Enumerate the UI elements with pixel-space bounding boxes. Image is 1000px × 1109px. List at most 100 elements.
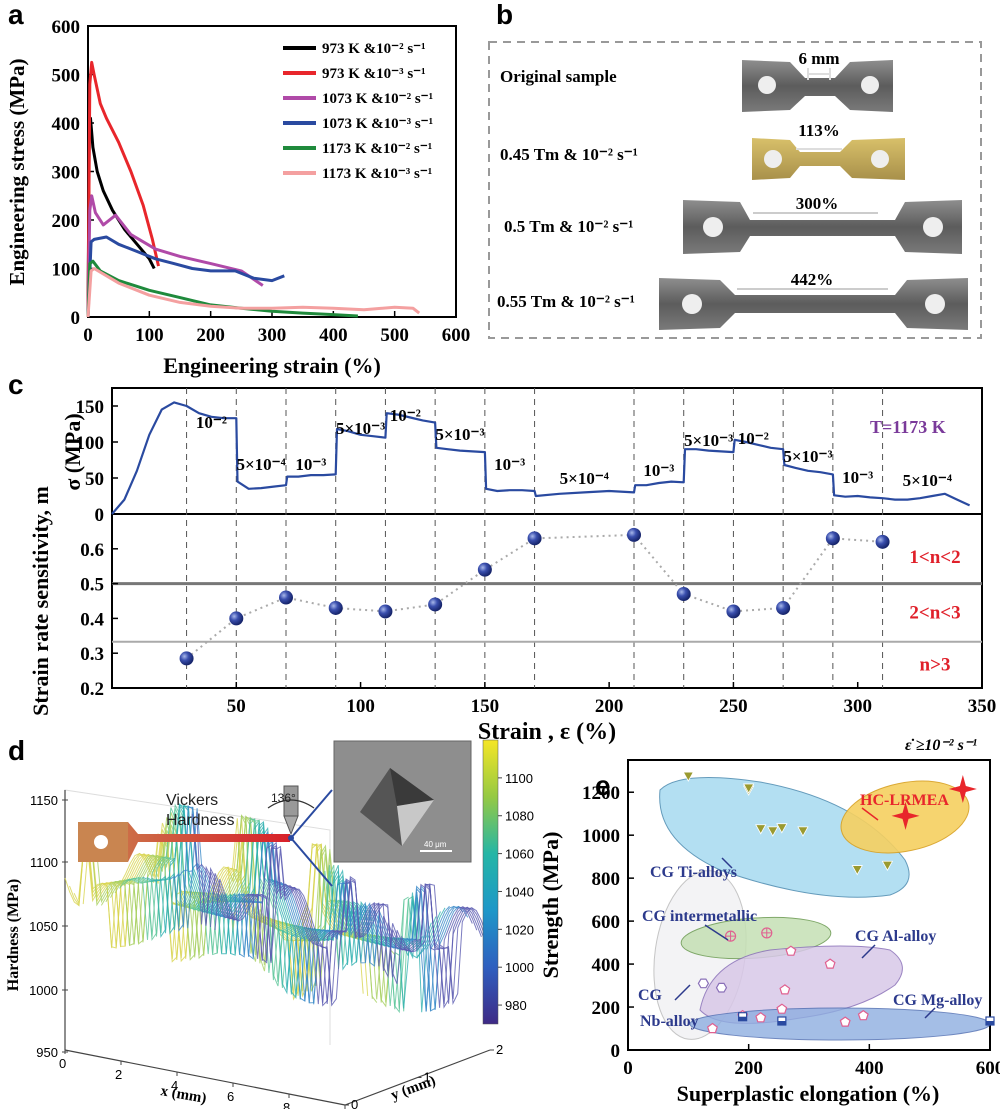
panel-a-series-5 <box>86 259 358 318</box>
sample-value-4: 442% <box>791 270 834 289</box>
m-value-point <box>825 531 840 546</box>
panel-c-top-ytick-label: 150 <box>76 397 105 418</box>
surface-mesh-line <box>151 803 432 995</box>
panel-label-d: d <box>8 735 25 766</box>
panel-a-legend-label: 1073 K &10⁻² s⁻¹ <box>322 91 433 107</box>
strain-rate-label: 5×10⁻³ <box>684 431 733 450</box>
panel-c-xtick-label: 50 <box>227 696 246 717</box>
panel-a-xtick-label: 600 <box>442 325 471 346</box>
colorbar <box>482 739 499 1025</box>
hc-lrmea-point <box>891 801 920 830</box>
stress-exponent-region-label: 2<n<3 <box>909 602 960 623</box>
panel-a-ytick-label: 400 <box>52 114 81 135</box>
panel-a-legend-label: 1073 K &10⁻³ s⁻¹ <box>322 116 433 132</box>
temperature-annotation: T=1173 K <box>870 417 946 437</box>
panel-a-ytick-label: 200 <box>52 211 81 232</box>
panel-label-b: b <box>496 0 513 30</box>
al-alloy-point <box>839 1016 851 1027</box>
strain-rate-label: 10⁻² <box>196 413 227 432</box>
mg-alloy-label: CG Mg-alloy <box>893 992 982 1009</box>
strain-rate-label: 5×10⁻⁴ <box>237 455 286 474</box>
panel-a-ytick-label: 500 <box>52 66 81 87</box>
m-value-point <box>527 531 542 546</box>
panel-e-ylabel: Strength (MPa) <box>538 832 563 979</box>
panel-e-ytick-label: 200 <box>592 998 621 1019</box>
panel-e-ytick-label: 1200 <box>582 783 620 804</box>
hc-lrmea-point <box>948 775 977 803</box>
stress-curve <box>111 401 971 515</box>
surface-mesh-line <box>142 804 423 1009</box>
strain-rate-label: 10⁻³ <box>643 461 674 480</box>
panel-c-bottom-ytick-label: 0.6 <box>80 540 104 561</box>
al-alloy-point <box>857 1009 869 1021</box>
hc-lrmea-pointer <box>861 807 879 821</box>
panel-d-ztick-label: 1100 <box>30 855 58 870</box>
surface-mesh-line <box>182 836 464 1012</box>
panel-d-chart: 95010001050110011500246810012 Vickers Ha… <box>5 739 534 1109</box>
colorbar-tick-label: 1100 <box>505 771 533 786</box>
panel-c-xtick-label: 150 <box>471 696 500 717</box>
m-value-point <box>179 651 194 666</box>
panel-a-xlabel: Engineering strain (%) <box>163 353 381 378</box>
strain-rate-label: 10⁻² <box>390 406 421 425</box>
ti-alloys-label: CG Ti-alloys <box>650 864 737 881</box>
region-ellipses <box>653 777 991 1041</box>
panel-c-xlabel: Strain , ε (%) <box>478 719 616 745</box>
nb-alloy-label-line1: CG <box>638 987 663 1004</box>
panel-a-xtick-label: 500 <box>380 325 409 346</box>
surface-mesh-line <box>200 845 482 1009</box>
mg-alloy-point-fill <box>986 1021 994 1025</box>
panel-a-xtick-label: 100 <box>135 325 164 346</box>
panel-d-xtick-label: 2 <box>115 1067 122 1082</box>
sample-442-image <box>659 278 968 330</box>
m-value-connector <box>185 533 883 660</box>
panel-c-xtick-label: 350 <box>968 696 997 717</box>
sample-row-label-1: Original sample <box>500 67 617 86</box>
panel-d-ztick-label: 1050 <box>29 919 58 934</box>
nb-alloy-point <box>697 978 710 989</box>
scale-bar-label: 40 μm <box>424 840 447 849</box>
panel-c-xtick-label: 250 <box>719 696 748 717</box>
hc-lrmea-label: HC-LRMEA <box>860 792 949 809</box>
ti-alloy-point <box>682 771 695 782</box>
panel-c-bottom-ytick-label: 0.4 <box>80 609 104 630</box>
intermetallic-label: CG intermetallic <box>642 908 757 925</box>
colorbar-tick-label: 1060 <box>505 847 534 862</box>
al-alloy-point <box>779 984 791 995</box>
panel-e-xtick-label: 600 <box>976 1058 1000 1079</box>
surface-mesh-line <box>91 814 373 1000</box>
panel-a-ytick-label: 100 <box>52 260 81 281</box>
panel-c-xtick-label: 200 <box>595 696 624 717</box>
ti-alloy-point <box>851 865 863 876</box>
intermetallic-point-cross <box>761 927 772 938</box>
panel-d-xtick-label: 0 <box>59 1056 66 1071</box>
sample-300-image <box>683 200 962 254</box>
nb-alloy-pointer <box>674 984 691 1001</box>
panel-c-top-ytick-label: 0 <box>95 505 105 526</box>
vickers-label-line2: Hardness <box>166 812 234 829</box>
panel-d-xlabel: x (mm) <box>159 1083 207 1107</box>
panel-c-bottom-frame <box>111 513 983 689</box>
panel-a-legend-label: 1173 K &10⁻² s⁻¹ <box>322 141 432 157</box>
m-value-point <box>477 562 492 577</box>
m-value-point <box>378 604 393 619</box>
intermetallic-pointer <box>704 924 729 941</box>
m-value-point <box>428 597 443 612</box>
panel-c-xtick-label: 300 <box>843 696 872 717</box>
al-alloy-point <box>755 1012 767 1023</box>
colorbar-tick-label: 1020 <box>505 922 534 937</box>
panel-d-ylabel: y (mm) <box>389 1073 438 1104</box>
panel-e-xtick-label: 200 <box>734 1058 763 1079</box>
ti-alloys-region <box>659 777 910 898</box>
mg-alloy-region <box>689 1007 991 1041</box>
original-sample-image <box>742 60 893 112</box>
panel-a-xtick-label: 0 <box>83 325 93 346</box>
panel-a-series-3 <box>86 194 264 318</box>
panel-e-ytick-label: 800 <box>592 869 621 890</box>
panel-d-xtick-label: 6 <box>227 1089 234 1104</box>
panel-d-ytick-label: 1 <box>424 1070 431 1085</box>
panel-d-zlabel: Hardness (MPa) <box>5 879 22 991</box>
panel-d-ytick-label: 0 <box>351 1097 358 1109</box>
al-alloy-pointer <box>861 944 876 959</box>
surface-mesh-line <box>205 847 487 1005</box>
